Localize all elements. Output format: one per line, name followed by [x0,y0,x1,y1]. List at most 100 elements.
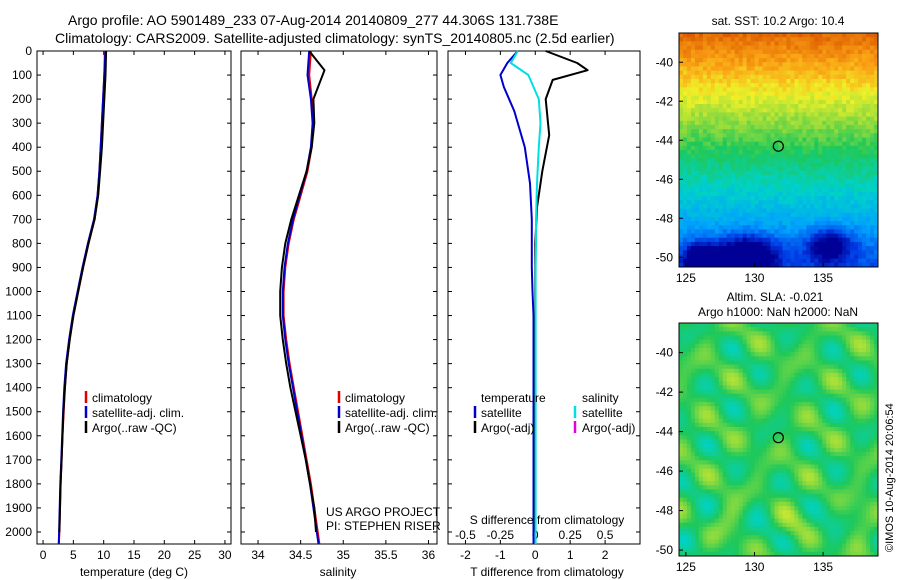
map-cell [838,150,843,155]
map-cell [794,418,799,424]
map-cell [690,58,696,63]
map-cell [682,347,688,353]
map-cell [722,331,728,336]
map-cell [718,501,724,507]
map-cell [742,402,748,407]
map-cell [726,258,732,264]
map-cell [854,41,859,46]
map-cell [734,427,740,432]
map-cell [714,418,720,424]
map-cell [742,175,748,180]
map-cell [810,464,815,470]
map-cell [686,526,692,532]
map-cell [710,543,716,549]
map-cell [682,402,688,407]
map-cell [682,162,688,168]
map-cell [778,377,783,382]
map-cell [754,129,759,134]
map-cell [794,187,799,193]
map-cell [750,70,756,76]
map-cell [758,335,763,341]
map-cell [758,372,763,378]
map-cell [686,191,692,197]
map-cell [679,335,684,341]
map-cell [734,233,740,239]
map-cell [718,99,724,105]
map-cell [774,427,779,432]
map-cell [822,175,827,180]
map-cell [698,129,704,134]
map-cell [842,58,847,63]
map-cell [679,191,684,197]
map-cell [802,175,807,180]
map-cell [746,150,752,155]
map-cell [766,506,771,511]
map-cell [758,162,763,168]
map-cell [746,104,752,109]
map-cell [766,443,771,449]
map-cell [770,170,775,176]
map-cell [830,246,835,251]
map-cell [686,41,692,46]
map-cell [718,406,724,411]
map-cell [746,497,752,503]
map-cell [766,145,771,151]
map-cell [762,237,767,243]
map-cell [786,70,791,76]
map-cell [722,33,728,38]
map-cell [762,435,767,440]
map-cell [782,225,787,230]
map-cell [766,58,771,63]
map-cell [774,468,779,474]
map-cell [862,33,867,38]
map-cell [778,327,783,332]
map-cell [814,208,819,214]
legend-title-temperature: temperature [481,391,546,405]
map-cell [742,99,748,105]
map-cell [818,195,823,201]
map-cell [830,87,835,92]
map-cell [862,70,867,76]
map-cell [774,70,779,76]
map-cell [694,170,700,176]
map-cell [758,514,763,519]
map-cell [754,225,759,230]
map-cell [766,510,771,515]
map-cell [826,33,831,38]
map-cell [786,150,791,155]
map-cell [746,129,752,134]
map-cell [806,145,811,151]
map-cell [830,150,835,155]
map-cell [722,116,728,122]
map-cell [734,364,740,370]
map-cell [774,443,779,449]
map-cell [758,229,763,234]
map-cell [862,200,867,205]
map-cell [830,237,835,243]
map-cell [798,360,803,366]
map-cell [782,58,787,63]
map-cell [730,472,736,478]
map-cell [798,108,803,113]
map-cell [790,377,795,382]
map-cell [770,431,775,436]
map-cell [754,535,759,540]
map-cell [698,427,704,432]
map-cell [738,522,744,528]
map-cell [710,456,716,461]
map-cell [818,91,823,97]
map-cell [682,323,688,328]
map-cell [698,472,704,478]
map-cell [758,254,763,260]
map-cell [710,158,716,163]
map-cell [682,83,688,88]
map-cell [862,129,867,134]
map-cell [714,347,720,353]
map-cell [738,464,744,470]
map-cell [826,254,831,260]
map-cell [750,551,756,557]
map-cell [746,175,752,180]
map-cell [802,120,807,126]
map-cell [710,460,716,465]
map-cell [726,133,732,138]
